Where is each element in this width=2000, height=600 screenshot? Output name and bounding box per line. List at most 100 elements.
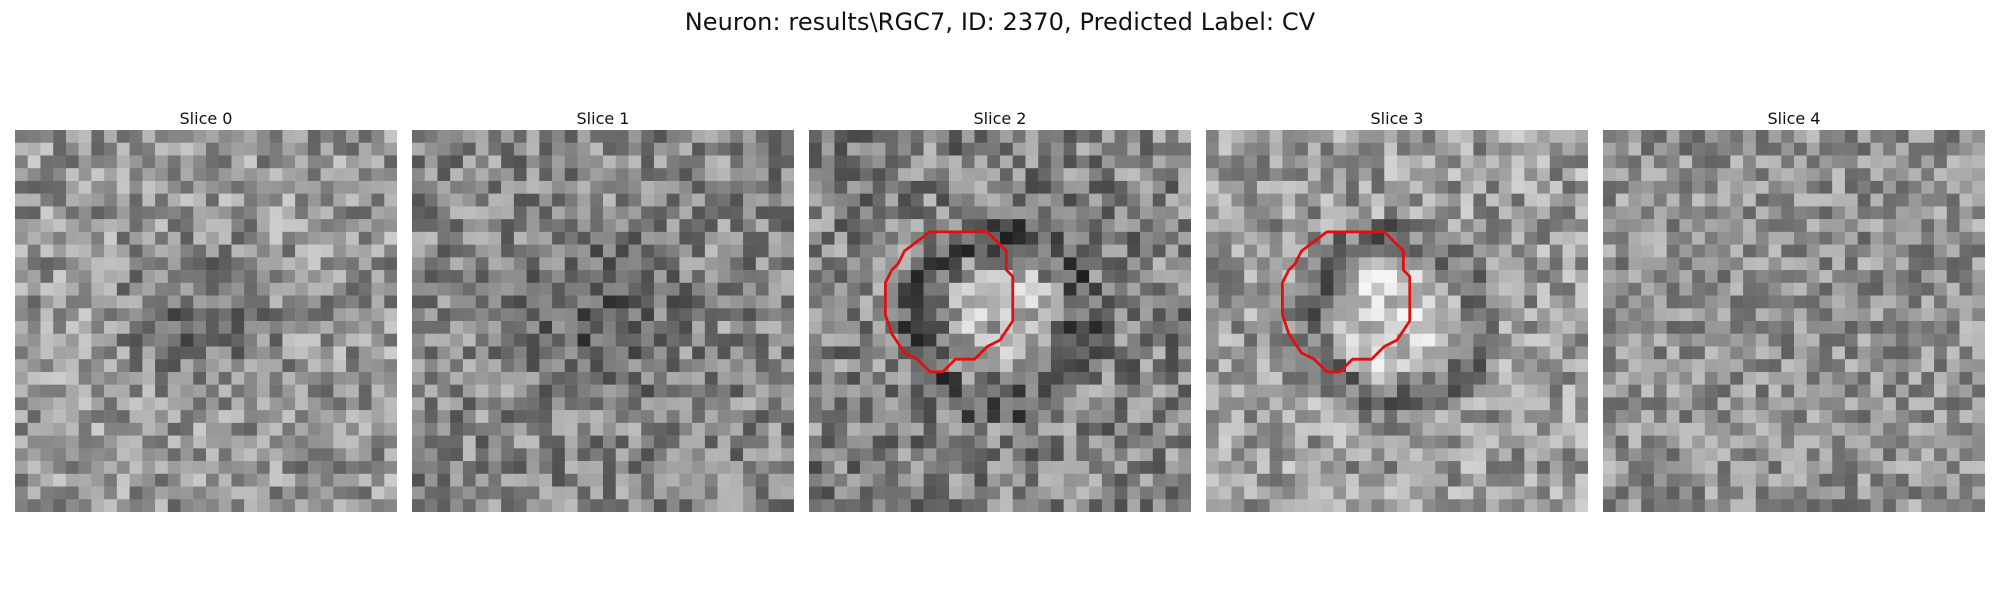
image-pixel [1946,206,1960,220]
image-pixel [717,244,731,258]
image-pixel [1422,155,1436,169]
image-pixel [1178,410,1191,424]
image-pixel [717,422,731,436]
image-pixel [539,219,553,233]
image-pixel [269,333,283,347]
image-pixel [615,346,629,360]
image-pixel [1076,270,1090,284]
image-pixel [1908,142,1922,156]
image-pixel [1140,270,1154,284]
image-pixel [1895,333,1909,347]
image-pixel [539,410,553,424]
image-pixel [1755,168,1769,182]
image-pixel [1615,231,1629,245]
image-pixel [1000,282,1013,296]
image-pixel [1794,410,1807,424]
image-pixel [539,282,553,296]
image-pixel [923,435,937,449]
image-pixel [1422,270,1436,284]
image-pixel [1781,270,1795,284]
image-pixel [1422,486,1436,500]
image-pixel [1101,321,1115,334]
image-pixel [1743,193,1757,207]
image-pixel [961,244,975,258]
image-pixel [603,410,616,424]
image-pixel [1679,193,1693,207]
image-pixel [1422,499,1436,512]
image-pixel [1562,359,1576,373]
image-pixel [1562,321,1576,334]
image-pixel [65,257,79,271]
image-pixel [577,206,591,220]
image-pixel [116,295,130,309]
image-pixel [961,486,975,500]
image-pixel [923,346,937,360]
image-pixel [859,371,873,385]
image-pixel [1063,410,1077,424]
image-pixel [384,346,397,360]
image-pixel [462,359,476,373]
image-pixel [768,130,782,143]
image-pixel [167,142,181,156]
image-pixel [1641,180,1655,194]
image-pixel [424,333,438,347]
image-pixel [628,308,642,322]
image-pixel [1165,168,1179,182]
image-pixel [590,499,604,512]
image-pixel [1946,346,1960,360]
image-pixel [936,270,950,284]
image-pixel [1307,206,1321,220]
image-pixel [1806,270,1820,284]
image-pixel [1320,270,1334,284]
image-pixel [1371,270,1385,284]
image-pixel [1333,142,1347,156]
image-pixel [1768,321,1782,334]
image-pixel [923,168,937,182]
image-pixel [450,346,464,360]
image-pixel [218,346,232,360]
image-pixel [1409,130,1423,143]
image-pixel [78,321,92,334]
image-pixel [142,130,156,143]
image-pixel [628,295,642,309]
image-pixel [1333,422,1347,436]
image-pixel [1178,499,1191,512]
image-pixel [320,130,334,143]
image-pixel [923,410,937,424]
image-pixel [129,142,143,156]
image-pixel [1295,130,1309,143]
image-pixel [949,295,963,309]
image-pixel [1218,295,1232,309]
image-pixel [847,333,861,347]
image-pixel [1346,410,1360,424]
image-pixel [91,193,105,207]
image-pixel [910,206,924,220]
image-pixel [1603,410,1616,424]
image-pixel [974,193,988,207]
image-pixel [371,206,385,220]
image-pixel [1371,142,1385,156]
image-pixel [1127,473,1141,487]
image-pixel [1063,219,1077,233]
image-pixel [488,371,502,385]
image-pixel [653,206,667,220]
image-pixel [1781,461,1795,475]
image-pixel [180,410,194,424]
image-pixel [1282,168,1296,182]
image-pixel [1653,295,1667,309]
image-pixel [295,244,309,258]
image-pixel [1653,410,1667,424]
image-pixel [809,142,822,156]
image-pixel [78,422,92,436]
image-pixel [218,244,232,258]
image-pixel [1781,308,1795,322]
image-pixel [1575,180,1588,194]
image-pixel [1895,219,1909,233]
image-pixel [1486,257,1500,271]
image-pixel [885,206,899,220]
image-pixel [1435,155,1449,169]
image-pixel [1781,346,1795,360]
image-pixel [1653,499,1667,512]
image-pixel [1549,410,1563,424]
image-pixel [666,308,680,322]
